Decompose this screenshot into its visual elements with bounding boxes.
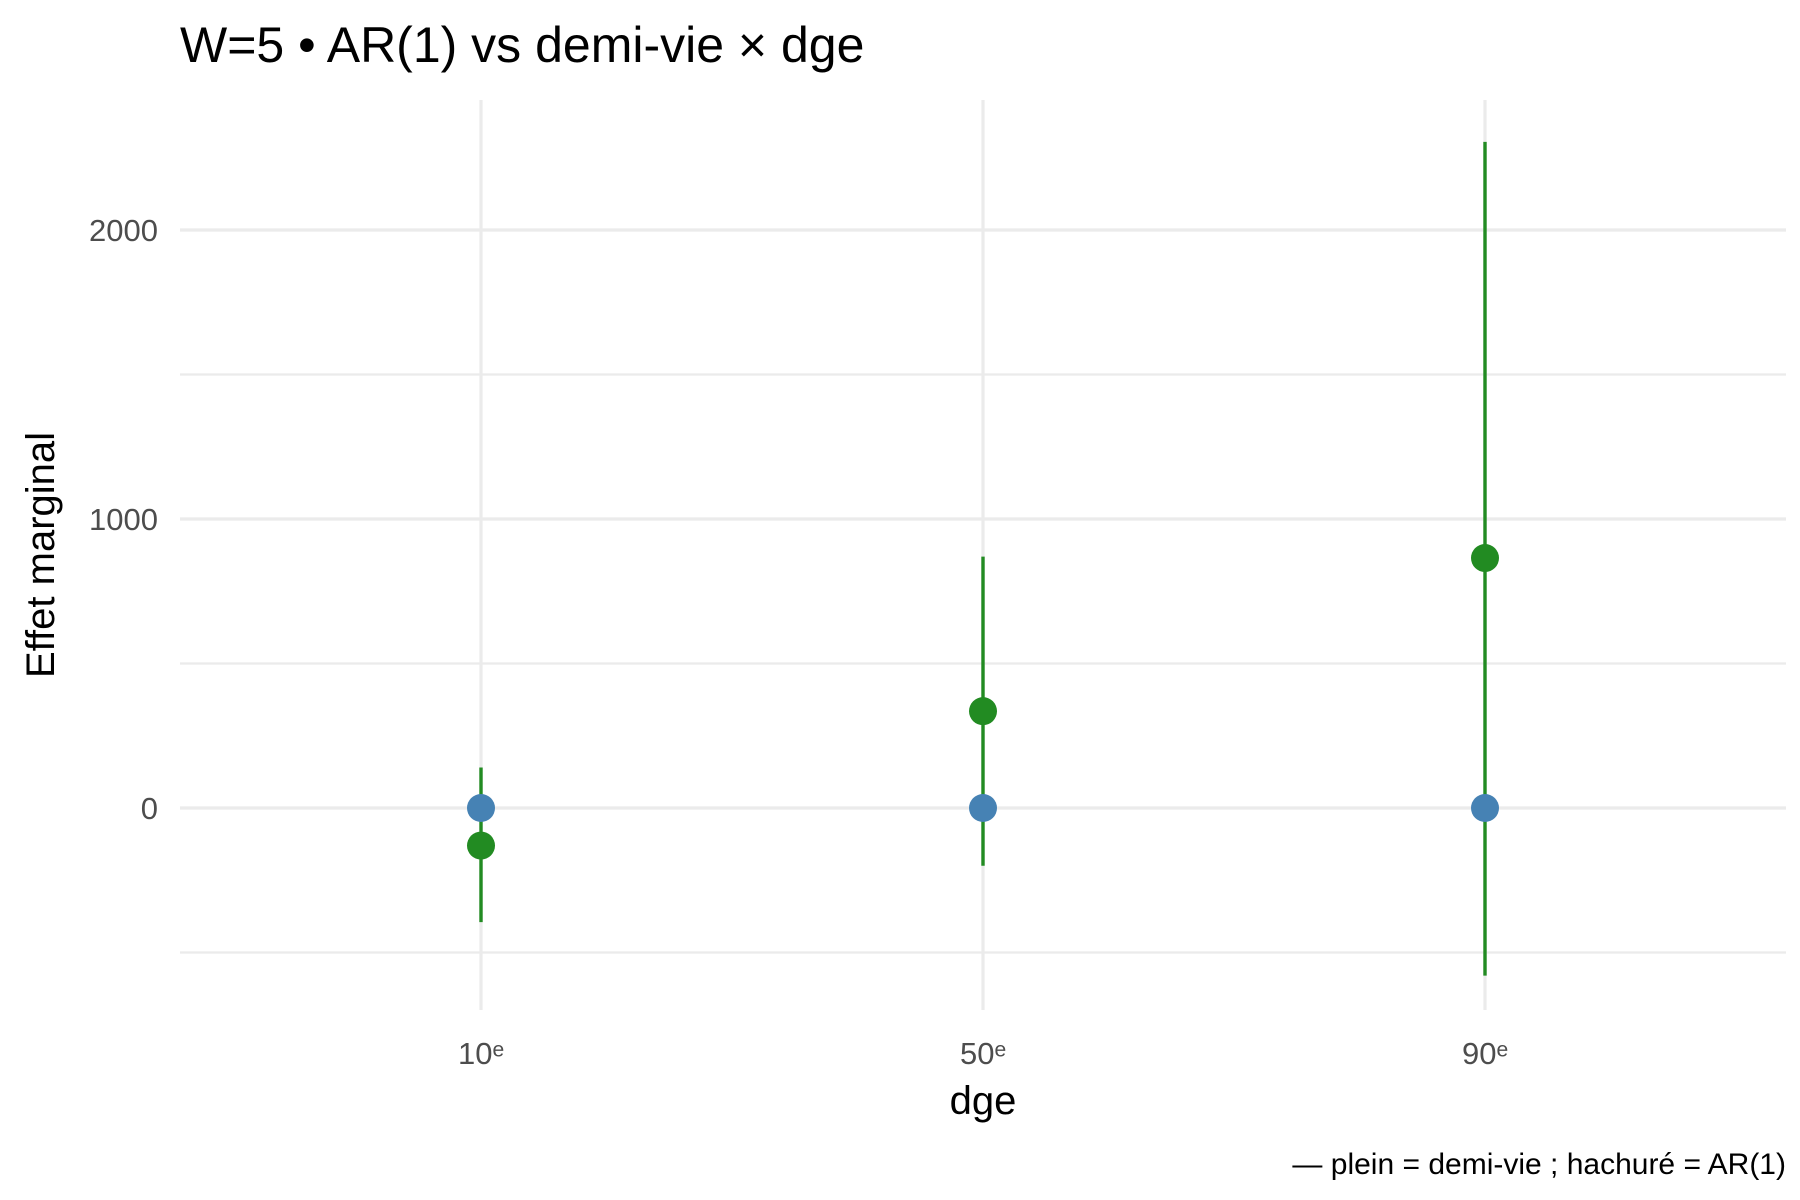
y-tick-label-0: 0 [141, 791, 158, 826]
y-tick-label-2: 2000 [89, 213, 158, 248]
x-tick-label-1: 50ᵉ [960, 1036, 1006, 1071]
point-s1-1 [969, 794, 997, 822]
y-axis-title: Effet marginal [19, 432, 63, 678]
x-axis-title: dge [950, 1079, 1017, 1123]
caption: — plein = demi-vie ; hachuré = AR(1) [1292, 1148, 1786, 1181]
point-s1-0 [467, 794, 495, 822]
y-tick-label-1: 1000 [89, 502, 158, 537]
point-s0-0 [467, 831, 495, 860]
x-tick-label-2: 90ᵉ [1462, 1036, 1508, 1071]
y-tick-labels: 0 1000 2000 [89, 213, 158, 826]
point-s1-2 [1471, 794, 1499, 822]
x-tick-labels: 10ᵉ 50ᵉ 90ᵉ [458, 1036, 1508, 1071]
point-s0-1 [969, 697, 997, 726]
points [467, 544, 1499, 860]
point-s0-2 [1471, 544, 1499, 573]
chart-title: W=5 • AR(1) vs demi-vie × dge [180, 17, 864, 73]
x-tick-label-0: 10ᵉ [458, 1036, 504, 1071]
grid [180, 100, 1786, 1010]
